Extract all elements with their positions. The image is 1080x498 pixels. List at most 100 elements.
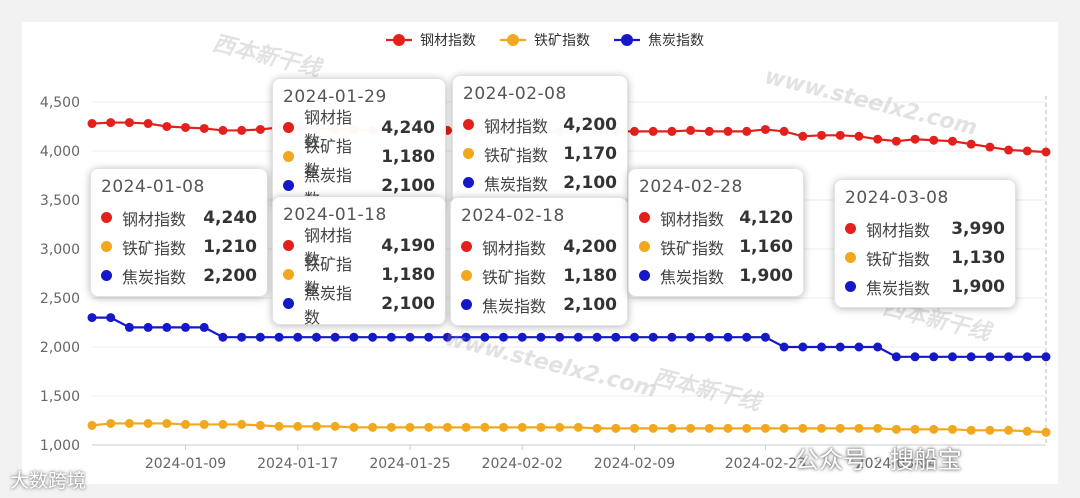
tooltip-series-name: 焦炭指数 — [866, 278, 931, 298]
coke-index-point — [218, 332, 228, 342]
steel-index-point — [218, 125, 228, 135]
iron-index-point — [143, 418, 153, 428]
steel-index-point — [237, 125, 247, 135]
tooltip-value: 2,100 — [381, 293, 435, 314]
y-tick-label: 1,500 — [40, 389, 80, 405]
steel-index-point — [106, 118, 116, 128]
tooltip-series-name: 焦炭指数 — [660, 267, 725, 287]
iron-index-point — [1022, 426, 1032, 436]
tooltip-value: 2,100 — [563, 294, 617, 315]
iron-index-point — [817, 423, 827, 433]
chart-card: 1,000 1,500 2,000 2,500 3,000 3,500 4,000 4,500… — [22, 22, 1058, 484]
coke-index-point — [555, 332, 565, 342]
iron-index-point — [480, 422, 490, 432]
coke-index-point — [293, 332, 303, 342]
tooltip-value: 1,210 — [203, 236, 257, 257]
steel-index-point — [648, 126, 658, 136]
iron-index-point — [124, 418, 134, 428]
steel-dot-icon — [461, 241, 472, 252]
coke-dot-icon — [283, 180, 294, 191]
tooltip-row-steel: 钢材指数 4,240 — [101, 203, 257, 232]
x-tick-label: 2024-02-23 — [725, 456, 806, 472]
legend-marker — [507, 34, 519, 46]
iron-index-point — [667, 423, 677, 433]
x-tick-label: 2024-02-02 — [482, 456, 563, 472]
iron-index-point — [237, 419, 247, 429]
steel-index-point — [817, 130, 827, 140]
steel-index-point — [910, 134, 920, 144]
coke-index-point — [891, 352, 901, 362]
tooltip-series-name: 钢材指数 — [122, 209, 187, 229]
y-tick-label: 3,500 — [40, 193, 80, 209]
tooltip-2024-02-18: 2024-02-18 钢材指数 4,200 铁矿指数 1,180 焦炭指数 2,100 — [450, 197, 628, 326]
iron-dot-icon — [101, 241, 112, 252]
steel-index-point — [873, 134, 883, 144]
coke-index-point — [798, 342, 808, 352]
tooltip-value: 2,200 — [203, 265, 257, 286]
iron-index-point — [648, 423, 658, 433]
iron-index-point — [274, 421, 284, 431]
steel-index-point — [181, 122, 191, 132]
tooltip-row-iron: 铁矿指数 1,180 — [461, 261, 617, 290]
iron-index-point — [779, 423, 789, 433]
iron-index-point — [517, 422, 527, 432]
x-tick-label: 2024-02-09 — [594, 456, 675, 472]
tooltip-row-coke: 焦炭指数 2,100 — [461, 290, 617, 319]
coke-index-point — [386, 332, 396, 342]
tooltip-date: 2024-01-29 — [283, 87, 387, 107]
coke-index-point — [87, 313, 97, 323]
coke-index-point — [854, 342, 864, 352]
coke-index-point — [442, 332, 452, 342]
footer-right-account: 公众号 · 搜船宝 — [795, 446, 962, 474]
coke-index-point — [966, 352, 976, 362]
tooltip-date: 2024-02-18 — [461, 206, 565, 226]
coke-index-point — [835, 342, 845, 352]
tooltip-value: 4,190 — [381, 235, 435, 256]
coke-index-point — [910, 352, 920, 362]
coke-dot-icon — [639, 270, 650, 281]
footer-left-logo: 大数跨境 — [10, 470, 87, 492]
steel-index-point — [929, 135, 939, 145]
y-tick-label: 3,000 — [40, 242, 80, 258]
tooltip-date: 2024-01-08 — [101, 177, 205, 197]
tooltip-series-name: 钢材指数 — [484, 116, 549, 136]
coke-index-point — [461, 332, 471, 342]
tooltip-date: 2024-02-28 — [639, 177, 743, 197]
tooltip-series-name: 焦炭指数 — [484, 174, 549, 194]
steel-index-point — [891, 136, 901, 146]
y-tick-label: 4,000 — [40, 144, 80, 160]
steel-index-point — [723, 126, 733, 136]
coke-index-point — [1022, 352, 1032, 362]
iron-index-point — [910, 424, 920, 434]
coke-index-point — [592, 332, 602, 342]
steel-dot-icon — [463, 119, 474, 130]
coke-index-point — [480, 332, 490, 342]
tooltip-series-name: 铁矿指数 — [304, 254, 353, 298]
coke-index-point — [330, 332, 340, 342]
tooltip-row-steel: 钢材指数 4,200 — [461, 232, 617, 261]
steel-index-point — [124, 118, 134, 128]
tooltip-series-name: 铁矿指数 — [660, 238, 725, 258]
tooltip-row-steel: 钢材指数 4,120 — [639, 203, 793, 232]
y-tick-label: 1,000 — [40, 438, 80, 454]
steel-index-point — [1022, 146, 1032, 156]
tooltip-value: 1,180 — [381, 264, 435, 285]
steel-index-point — [742, 126, 752, 136]
tooltip-date: 2024-01-18 — [283, 205, 387, 225]
coke-index-point — [405, 332, 415, 342]
coke-index-point — [536, 332, 546, 342]
iron-index-point — [536, 422, 546, 432]
steel-index-point — [760, 124, 770, 134]
iron-index-point — [742, 423, 752, 433]
iron-index-point — [966, 425, 976, 435]
y-tick-label: 4,500 — [40, 95, 80, 111]
tooltip-row-steel: 钢材指数 3,990 — [845, 214, 1005, 243]
coke-index-point — [573, 332, 583, 342]
tooltip-row-steel: 钢材指数 4,240 — [283, 108, 435, 151]
tooltip-series-name: 铁矿指数 — [866, 249, 931, 269]
coke-dot-icon — [283, 298, 294, 309]
iron-index-point — [386, 422, 396, 432]
iron-index-point — [929, 424, 939, 434]
coke-index-point — [499, 332, 509, 342]
coke-index-point — [181, 322, 191, 332]
